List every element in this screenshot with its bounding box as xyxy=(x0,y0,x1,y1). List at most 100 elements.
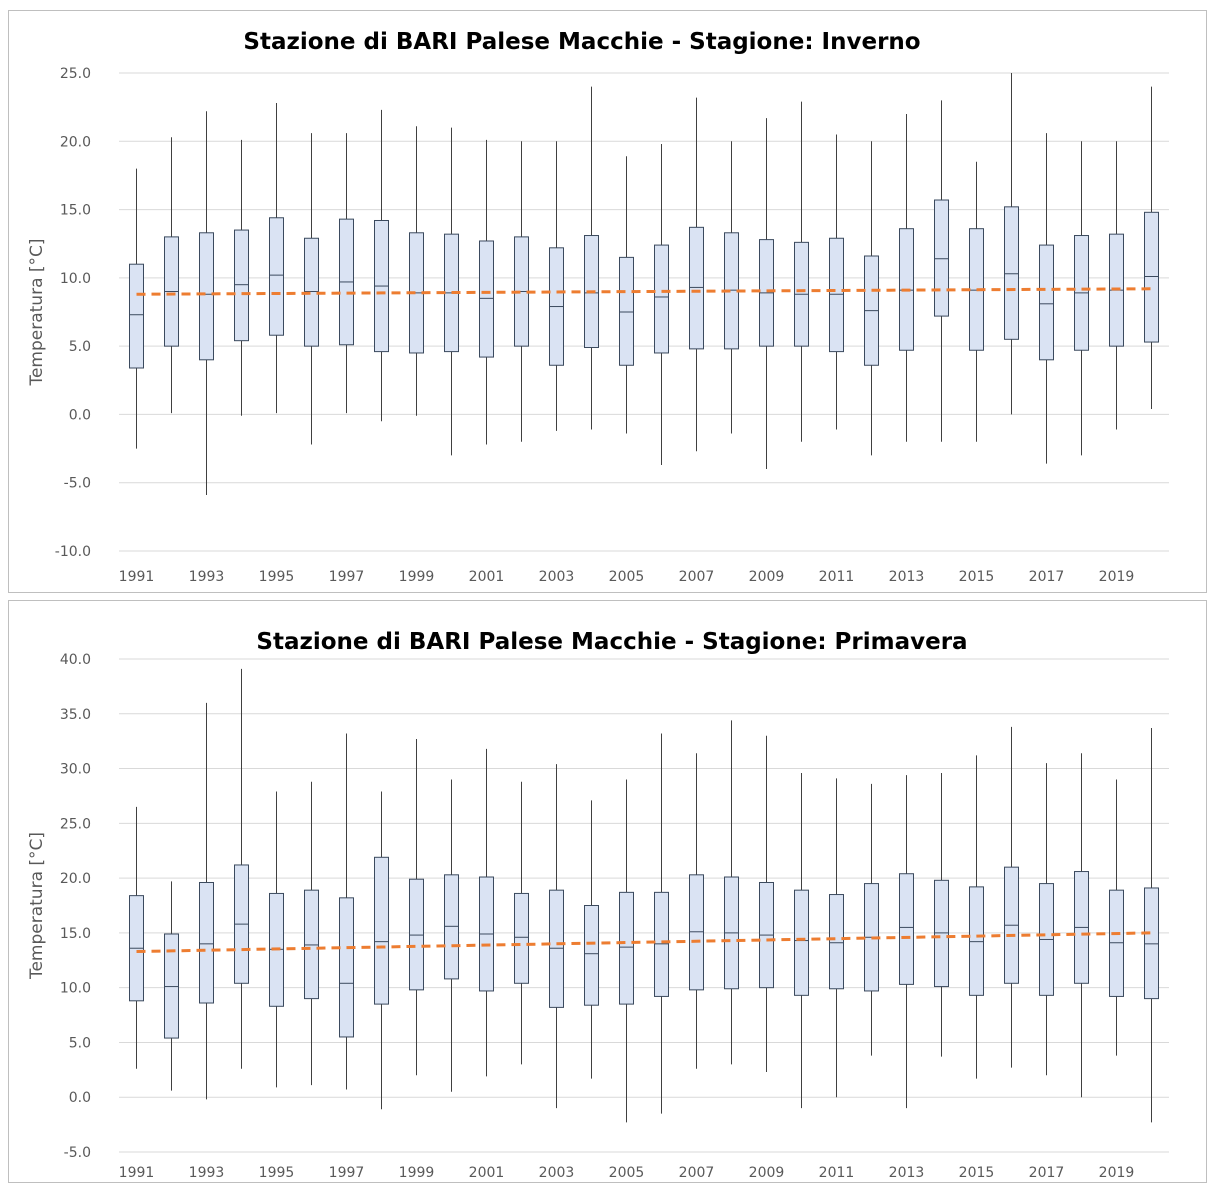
y-axis-label: Temperatura [°C] xyxy=(27,238,47,386)
y-tick-label: 5.0 xyxy=(69,1035,91,1051)
x-tick-label: 2005 xyxy=(609,569,645,585)
x-tick-label: 2007 xyxy=(679,569,715,585)
iqr-box xyxy=(829,894,844,990)
iqr-box xyxy=(584,905,599,1006)
y-tick-label: 20.0 xyxy=(60,871,91,887)
box-1995 xyxy=(269,791,284,1088)
box-2011 xyxy=(829,778,844,1098)
x-tick-label: 2017 xyxy=(1029,569,1065,585)
x-tick-label: 2005 xyxy=(609,1165,645,1181)
iqr-box xyxy=(339,897,354,1038)
iqr-box xyxy=(934,199,949,317)
iqr-box xyxy=(199,881,214,1004)
box-1993 xyxy=(199,111,214,496)
x-tick-label: 2003 xyxy=(539,1165,575,1181)
box-2009 xyxy=(759,118,774,470)
iqr-box xyxy=(619,891,634,1005)
chart-inverno: Stazione di BARI Palese Macchie - Stagio… xyxy=(27,29,1169,585)
iqr-box xyxy=(829,237,844,353)
box-2003 xyxy=(549,764,564,1109)
x-tick-label: 1995 xyxy=(259,569,295,585)
x-tick-label: 1997 xyxy=(329,569,365,585)
box-1997 xyxy=(339,733,354,1090)
chart-title: Stazione di BARI Palese Macchie - Stagio… xyxy=(256,629,967,655)
iqr-box xyxy=(234,229,249,342)
y-tick-label: 0.0 xyxy=(69,407,91,423)
x-tick-label: 2009 xyxy=(749,569,785,585)
x-tick-label: 1993 xyxy=(189,569,225,585)
box-2006 xyxy=(654,733,669,1114)
box-1998 xyxy=(374,791,389,1110)
box-2019 xyxy=(1109,141,1124,430)
box-2000 xyxy=(444,779,459,1092)
chart-panel-inverno: Stazione di BARI Palese Macchie - Stagio… xyxy=(8,10,1207,593)
box-2020 xyxy=(1144,728,1159,1123)
box-2011 xyxy=(829,134,844,430)
x-tick-label: 2001 xyxy=(469,569,505,585)
chart-title: Stazione di BARI Palese Macchie - Stagio… xyxy=(243,29,920,55)
box-1991 xyxy=(129,806,144,1069)
trend-line xyxy=(136,931,1152,954)
box-1999 xyxy=(409,738,424,1076)
iqr-box xyxy=(934,879,949,988)
trend-line xyxy=(136,287,1152,296)
box-2015 xyxy=(969,755,984,1079)
x-tick-label: 2015 xyxy=(959,1165,995,1181)
y-tick-label: -5.0 xyxy=(64,1145,91,1161)
y-tick-label: 30.0 xyxy=(60,762,91,778)
box-2007 xyxy=(689,97,704,452)
box-2012 xyxy=(864,783,879,1056)
y-tick-label: 10.0 xyxy=(60,981,91,997)
iqr-box xyxy=(304,889,319,1000)
box-1997 xyxy=(339,133,354,414)
y-tick-label: 20.0 xyxy=(60,134,91,150)
x-tick-label: 2019 xyxy=(1099,1165,1135,1181)
box-1994 xyxy=(234,668,249,1069)
x-tick-label: 2015 xyxy=(959,569,995,585)
y-tick-label: 15.0 xyxy=(60,926,91,942)
x-tick-label: 2011 xyxy=(819,1165,855,1181)
y-tick-label: 0.0 xyxy=(69,1090,91,1106)
box-2004 xyxy=(584,86,599,430)
box-1993 xyxy=(199,702,214,1100)
box-2009 xyxy=(759,735,774,1073)
box-1994 xyxy=(234,139,249,416)
y-tick-label: -10.0 xyxy=(55,544,91,560)
chart-primavera: Stazione di BARI Palese Macchie - Stagio… xyxy=(27,629,1169,1181)
y-tick-label: 35.0 xyxy=(60,707,91,723)
iqr-box xyxy=(969,886,984,996)
box-2002 xyxy=(514,781,529,1065)
box-2008 xyxy=(724,141,739,434)
iqr-box xyxy=(899,873,914,985)
box-2017 xyxy=(1039,133,1054,464)
box-2004 xyxy=(584,800,599,1079)
x-tick-label: 2017 xyxy=(1029,1165,1065,1181)
y-tick-label: 40.0 xyxy=(60,652,91,668)
iqr-box xyxy=(269,217,284,336)
box-2012 xyxy=(864,141,879,456)
x-tick-label: 2009 xyxy=(749,1165,785,1181)
box-2016 xyxy=(1004,73,1019,415)
box-2003 xyxy=(549,141,564,431)
box-2010 xyxy=(794,772,809,1109)
y-tick-label: 5.0 xyxy=(69,339,91,355)
iqr-box xyxy=(794,889,809,996)
iqr-box xyxy=(409,878,424,991)
y-tick-label: 25.0 xyxy=(60,816,91,832)
y-tick-label: -5.0 xyxy=(64,476,91,492)
box-2006 xyxy=(654,144,669,465)
x-tick-label: 2013 xyxy=(889,1165,925,1181)
box-2005 xyxy=(619,779,634,1123)
x-tick-label: 1995 xyxy=(259,1165,295,1181)
y-tick-label: 15.0 xyxy=(60,203,91,219)
box-2017 xyxy=(1039,763,1054,1076)
iqr-box xyxy=(689,226,704,350)
box-2014 xyxy=(934,772,949,1057)
x-tick-label: 2011 xyxy=(819,569,855,585)
x-tick-label: 1993 xyxy=(189,1165,225,1181)
x-tick-label: 1999 xyxy=(399,1165,435,1181)
box-1996 xyxy=(304,781,319,1086)
x-tick-label: 1991 xyxy=(119,569,155,585)
iqr-box xyxy=(654,891,669,997)
x-tick-label: 1991 xyxy=(119,1165,155,1181)
